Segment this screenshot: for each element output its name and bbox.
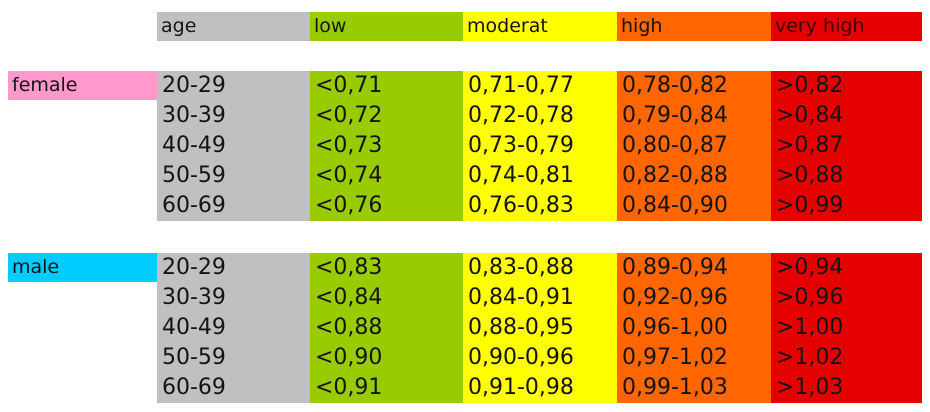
age-cell: 20-29 [162, 255, 226, 280]
age-cell: 50-59 [162, 163, 226, 188]
low-cell: <0,74 [315, 163, 383, 188]
moderate-cell: 0,83-0,88 [468, 255, 574, 280]
very-high-column: >0,94 >0,96 >1,00 >1,02 >1,03 [771, 253, 922, 403]
high-cell: 0,97-1,02 [622, 345, 728, 370]
high-cell: 0,96-1,00 [622, 315, 728, 340]
moderate-cell: 0,72-0,78 [468, 103, 574, 128]
very-high-cell: >1,02 [776, 345, 844, 370]
moderate-cell: 0,91-0,98 [468, 375, 574, 400]
very-high-column: >0,82 >0,84 >0,87 >0,88 >0,99 [771, 71, 922, 221]
moderate-column: 0,71-0,77 0,72-0,78 0,73-0,79 0,74-0,81 … [463, 71, 617, 221]
age-cell: 50-59 [162, 345, 226, 370]
male-group: male 20-29 30-39 40-49 50-59 60-69 <0,83… [0, 253, 930, 403]
low-cell: <0,73 [315, 133, 383, 158]
low-column: <0,71 <0,72 <0,73 <0,74 <0,76 [310, 71, 463, 221]
low-cell: <0,76 [315, 193, 383, 218]
low-column: <0,83 <0,84 <0,88 <0,90 <0,91 [310, 253, 463, 403]
low-cell: <0,91 [315, 375, 383, 400]
high-cell: 0,78-0,82 [622, 73, 728, 98]
high-cell: 0,89-0,94 [622, 255, 728, 280]
very-high-cell: >0,99 [776, 193, 844, 218]
very-high-cell: >0,88 [776, 163, 844, 188]
header-high: high [617, 12, 771, 41]
male-label: male [8, 253, 157, 282]
age-cell: 30-39 [162, 285, 226, 310]
age-cell: 60-69 [162, 193, 226, 218]
table-header: age low moderat high very high [157, 12, 922, 41]
very-high-cell: >0,82 [776, 73, 844, 98]
very-high-cell: >0,96 [776, 285, 844, 310]
age-column: 20-29 30-39 40-49 50-59 60-69 [157, 253, 310, 403]
very-high-cell: >1,03 [776, 375, 844, 400]
age-cell: 30-39 [162, 103, 226, 128]
low-cell: <0,88 [315, 315, 383, 340]
moderate-cell: 0,90-0,96 [468, 345, 574, 370]
age-cell: 60-69 [162, 375, 226, 400]
low-cell: <0,71 [315, 73, 383, 98]
moderate-cell: 0,76-0,83 [468, 193, 574, 218]
header-low: low [310, 12, 463, 41]
header-moderate: moderat [463, 12, 617, 41]
female-label: female [8, 71, 157, 100]
low-cell: <0,83 [315, 255, 383, 280]
age-cell: 40-49 [162, 133, 226, 158]
moderate-cell: 0,84-0,91 [468, 285, 574, 310]
high-column: 0,78-0,82 0,79-0,84 0,80-0,87 0,82-0,88 … [617, 71, 771, 221]
moderate-cell: 0,74-0,81 [468, 163, 574, 188]
high-cell: 0,84-0,90 [622, 193, 728, 218]
age-column: 20-29 30-39 40-49 50-59 60-69 [157, 71, 310, 221]
very-high-cell: >0,94 [776, 255, 844, 280]
age-cell: 20-29 [162, 73, 226, 98]
moderate-cell: 0,73-0,79 [468, 133, 574, 158]
header-age: age [157, 12, 310, 41]
moderate-cell: 0,71-0,77 [468, 73, 574, 98]
moderate-cell: 0,88-0,95 [468, 315, 574, 340]
header-very-high: very high [771, 12, 922, 41]
very-high-cell: >0,84 [776, 103, 844, 128]
female-group: female 20-29 30-39 40-49 50-59 60-69 <0,… [0, 71, 930, 221]
low-cell: <0,84 [315, 285, 383, 310]
moderate-column: 0,83-0,88 0,84-0,91 0,88-0,95 0,90-0,96 … [463, 253, 617, 403]
high-cell: 0,82-0,88 [622, 163, 728, 188]
very-high-cell: >0,87 [776, 133, 844, 158]
very-high-cell: >1,00 [776, 315, 844, 340]
low-cell: <0,72 [315, 103, 383, 128]
high-cell: 0,79-0,84 [622, 103, 728, 128]
high-cell: 0,99-1,03 [622, 375, 728, 400]
age-cell: 40-49 [162, 315, 226, 340]
low-cell: <0,90 [315, 345, 383, 370]
high-cell: 0,92-0,96 [622, 285, 728, 310]
high-cell: 0,80-0,87 [622, 133, 728, 158]
high-column: 0,89-0,94 0,92-0,96 0,96-1,00 0,97-1,02 … [617, 253, 771, 403]
